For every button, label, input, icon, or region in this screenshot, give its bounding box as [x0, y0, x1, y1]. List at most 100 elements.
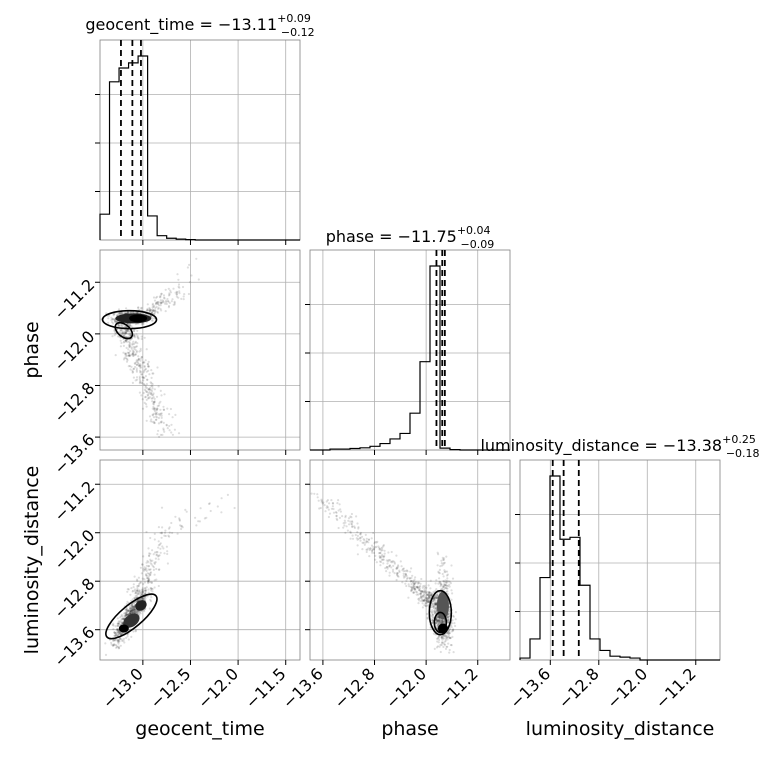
sample-point	[382, 558, 385, 561]
sample-point	[117, 620, 120, 623]
sample-point	[423, 599, 426, 602]
sample-point	[431, 619, 434, 622]
sample-point	[128, 604, 131, 608]
sample-point	[168, 535, 171, 538]
sample-point	[156, 551, 159, 554]
sample-point	[425, 604, 428, 608]
sample-point	[111, 317, 114, 320]
sample-point	[335, 517, 338, 520]
sample-point	[176, 291, 179, 294]
sample-point	[139, 566, 142, 569]
sample-point	[371, 551, 374, 554]
sample-point	[160, 292, 163, 295]
sample-point	[444, 638, 447, 641]
sample-point	[132, 610, 135, 613]
sample-point	[135, 367, 138, 370]
sample-point	[393, 561, 396, 564]
sample-point	[129, 612, 132, 615]
sample-point	[162, 547, 165, 550]
sample-point	[132, 350, 135, 353]
sample-point	[118, 637, 121, 640]
sample-point	[434, 606, 438, 610]
sample-point	[426, 593, 430, 597]
sample-point	[420, 590, 423, 593]
sample-point	[428, 600, 431, 603]
sample-point	[134, 610, 137, 613]
sample-point	[136, 610, 139, 613]
sample-point	[432, 605, 435, 608]
sample-point	[177, 283, 181, 286]
sample-point	[209, 509, 212, 513]
sample-point	[155, 409, 158, 412]
sample-point	[148, 396, 151, 399]
sample-point	[428, 594, 431, 597]
sample-point	[318, 507, 321, 510]
sample-point	[126, 329, 129, 332]
sample-point	[396, 572, 399, 575]
sample-point	[378, 546, 381, 549]
sample-point	[203, 517, 206, 520]
sample-point	[120, 615, 123, 618]
sample-point	[129, 368, 132, 371]
sample-point	[342, 522, 345, 525]
sample-point	[454, 624, 457, 628]
sample-point	[445, 645, 448, 648]
sample-point	[233, 506, 236, 510]
sample-point	[112, 317, 115, 321]
sample-point	[124, 612, 127, 615]
sample-point	[447, 632, 450, 635]
sample-point	[351, 520, 354, 523]
sample-point	[114, 332, 118, 335]
sample-point	[131, 605, 134, 609]
sample-point	[117, 308, 121, 311]
sample-point	[129, 311, 133, 314]
sample-point	[141, 587, 144, 590]
sample-point	[151, 308, 154, 311]
sample-point	[147, 591, 150, 594]
sample-point	[159, 547, 162, 550]
sample-point	[154, 557, 157, 560]
sample-point	[118, 620, 121, 623]
sample-point	[108, 314, 111, 317]
sample-point	[152, 566, 155, 569]
sample-point	[395, 567, 398, 570]
sample-point	[423, 584, 426, 588]
sample-point	[144, 367, 148, 371]
sample-point	[126, 613, 129, 616]
sample-point	[129, 311, 132, 314]
sample-point	[423, 604, 426, 607]
sample-point	[170, 423, 173, 426]
sample-point	[112, 644, 115, 647]
sample-point	[435, 618, 438, 621]
sample-point	[130, 605, 133, 608]
sample-point	[410, 567, 413, 570]
sample-point	[131, 606, 134, 609]
sample-point	[136, 589, 139, 592]
sample-point	[451, 577, 455, 580]
sample-point	[111, 644, 115, 648]
sample-point	[127, 332, 130, 335]
sample-point	[435, 603, 438, 606]
sample-point	[132, 351, 135, 354]
sample-point	[427, 600, 430, 604]
sample-point	[391, 560, 394, 563]
sample-point	[406, 576, 409, 579]
sample-point	[364, 533, 367, 537]
sample-point	[134, 630, 137, 633]
sample-point	[147, 575, 150, 578]
sample-point	[162, 408, 165, 411]
sample-point	[143, 401, 146, 404]
sample-point	[427, 594, 430, 598]
sample-point	[153, 317, 156, 320]
sample-point	[162, 405, 165, 408]
sample-point	[167, 287, 170, 290]
sample-point	[126, 357, 129, 360]
sample-point	[439, 581, 442, 584]
sample-point	[166, 407, 169, 410]
sample-point	[405, 574, 408, 577]
sample-point	[446, 621, 449, 624]
sample-point	[143, 598, 146, 601]
sample-point	[426, 616, 429, 619]
sample-point	[128, 612, 131, 615]
sample-point	[127, 351, 130, 354]
